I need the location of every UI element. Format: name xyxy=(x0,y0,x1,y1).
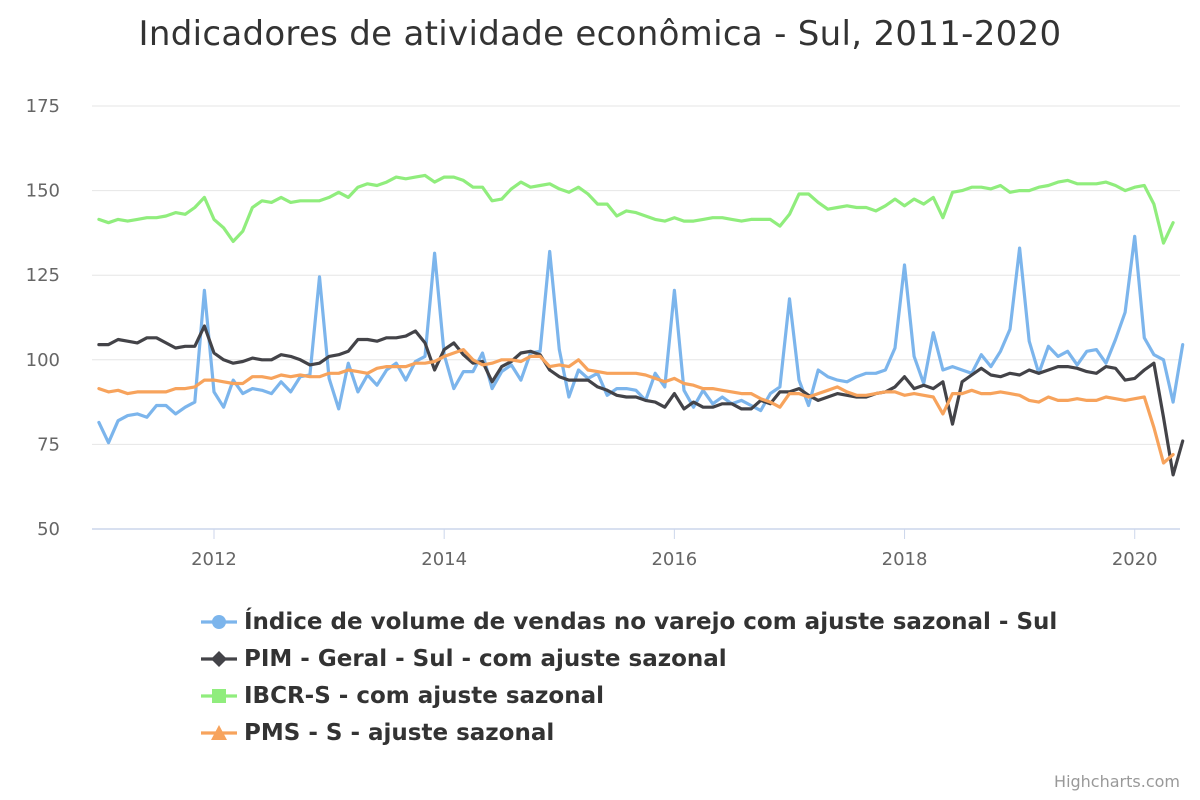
legend-item-2[interactable]: PIM - Geral - Sul - com ajuste sazonal xyxy=(200,640,1057,677)
y-tick-label: 75 xyxy=(37,434,60,455)
y-tick-label: 50 xyxy=(37,519,60,540)
legend: Índice de volume de vendas no varejo com… xyxy=(200,603,1057,751)
grid-lines xyxy=(92,105,1180,530)
diamond-marker-icon xyxy=(201,650,237,667)
series-line-2[interactable] xyxy=(97,324,1185,477)
chart-title: Indicadores de atividade econômica - Sul… xyxy=(138,14,1062,54)
x-tick-label: 2012 xyxy=(191,549,237,570)
series-line-4[interactable] xyxy=(97,348,1175,465)
y-tick-label: 125 xyxy=(26,265,60,286)
triangle-marker-icon xyxy=(201,724,237,740)
x-tick-label: 2014 xyxy=(421,549,467,570)
x-tick-label: 2018 xyxy=(882,549,928,570)
credits-link[interactable]: Highcharts.com xyxy=(1054,772,1180,791)
legend-label: IBCR-S - com ajuste sazonal xyxy=(244,682,605,709)
series-line-3[interactable] xyxy=(97,173,1175,245)
legend-label: PIM - Geral - Sul - com ajuste sazonal xyxy=(244,645,727,672)
y-tick-label: 100 xyxy=(26,350,60,371)
circle-marker-icon xyxy=(201,614,237,629)
x-tick-label: 2020 xyxy=(1112,549,1158,570)
series-line-1[interactable] xyxy=(97,234,1185,445)
legend-label: PMS - S - ajuste sazonal xyxy=(244,719,555,746)
x-tick-label: 2016 xyxy=(651,549,697,570)
legend-item-3[interactable]: IBCR-S - com ajuste sazonal xyxy=(200,677,1057,714)
x-axis: 2012 2014 2016 2018 2020 xyxy=(191,529,1158,570)
y-tick-label: 175 xyxy=(26,96,60,117)
y-axis-labels: 50 75 100 125 150 175 xyxy=(26,96,60,540)
legend-label: Índice de volume de vendas no varejo com… xyxy=(244,608,1058,635)
series-lines[interactable] xyxy=(97,173,1185,477)
legend-item-1[interactable]: Índice de volume de vendas no varejo com… xyxy=(200,603,1057,640)
legend-item-4[interactable]: PMS - S - ajuste sazonal xyxy=(200,714,1057,751)
square-marker-icon xyxy=(201,688,237,703)
y-tick-label: 150 xyxy=(26,181,60,202)
